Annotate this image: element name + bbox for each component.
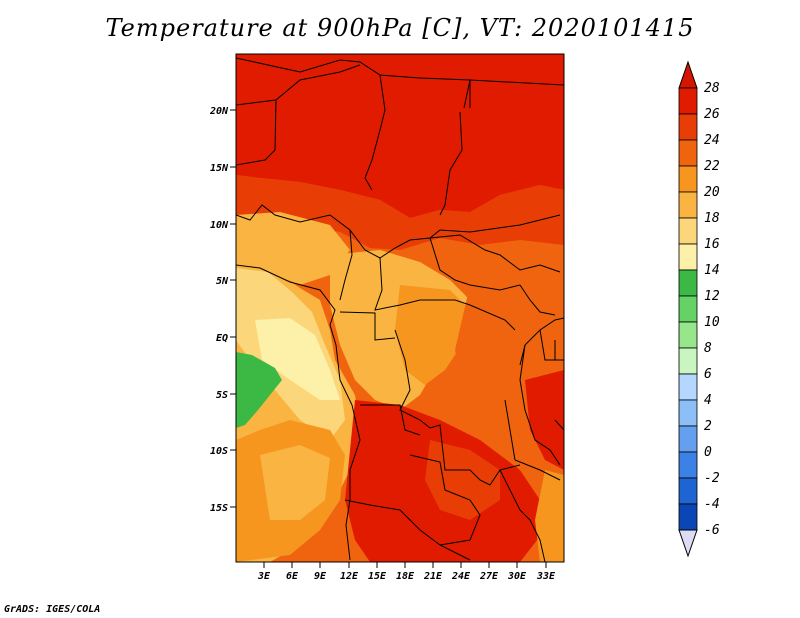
colorbar-box [678,295,698,323]
colorbar-label: 14 [704,263,720,278]
lon-tick-label: 15E [368,571,387,582]
colorbar-box [678,373,698,401]
colorbar-label: 0 [704,445,712,460]
colorbar-label: -2 [704,471,720,486]
lat-tick-label: 20N [209,106,229,117]
lat-axis: 20N 15N 10N 5N EQ 5S 10S 15S [209,106,236,514]
map-frame [235,53,565,563]
grads-credit: GrADS: IGES/COLA [4,604,101,615]
colorbar-bottom-arrow [678,529,698,558]
colorbar-label: -4 [704,497,720,512]
lat-tick-label: 5N [216,276,229,287]
colorbar-label: 2 [704,419,712,434]
lat-tick-label: 15N [210,163,229,174]
colorbar-label: 6 [704,367,712,382]
colorbar-label: 12 [704,289,720,304]
colorbar-box [678,217,698,245]
lon-tick-label: 6E [286,571,299,582]
lon-tick-label: 27E [479,571,499,582]
lat-tick-label: 5S [216,390,228,401]
lat-tick-label: 10S [210,446,228,457]
colorbar-label: -6 [704,523,720,538]
lat-tick-label: 10N [210,220,229,231]
lon-tick-label: 3E [257,571,271,582]
colorbar-label: 18 [704,211,720,226]
lon-tick-label: 33E [536,571,556,582]
country-borders [236,57,564,562]
colorbar-box [678,243,698,271]
colorbar-box [678,477,698,505]
colorbar-label: 20 [704,185,720,200]
lon-tick-label: 12E [340,571,359,582]
colorbar-label: 24 [704,133,720,148]
colorbar-label: 26 [704,107,720,122]
colorbar-box [678,113,698,141]
lon-axis: 3E 6E 9E 12E 15E 18E 21E 24E 27E 30E 33E [257,562,556,582]
lon-tick-label: 21E [423,571,443,582]
colorbar-box [678,399,698,427]
colorbar-box [678,139,698,167]
colorbar-box [678,425,698,453]
lon-tick-label: 24E [451,571,471,582]
temperature-field [236,54,564,562]
colorbar-box [678,87,698,115]
colorbar-box [678,165,698,193]
colorbar-label: 8 [704,341,712,356]
lon-tick-label: 30E [507,571,527,582]
colorbar-box [678,451,698,479]
colorbar-label: 28 [704,81,720,96]
colorbar-box [678,347,698,375]
chart-title: Temperature at 900hPa [C], VT: 202010141… [105,14,695,42]
lon-tick-label: 9E [314,571,327,582]
lat-tick-label: 15S [210,503,228,514]
colorbar-label: 22 [704,159,720,174]
colorbar-box [678,191,698,219]
lat-tick-label: EQ [216,333,228,344]
colorbar-box [678,321,698,349]
lon-tick-label: 18E [396,571,415,582]
colorbar-label: 4 [704,393,712,408]
colorbar-box [678,503,698,531]
colorbar-box [678,269,698,297]
colorbar-label: 10 [704,315,720,330]
colorbar-top-arrow [678,60,698,89]
colorbar-label: 16 [704,237,720,252]
